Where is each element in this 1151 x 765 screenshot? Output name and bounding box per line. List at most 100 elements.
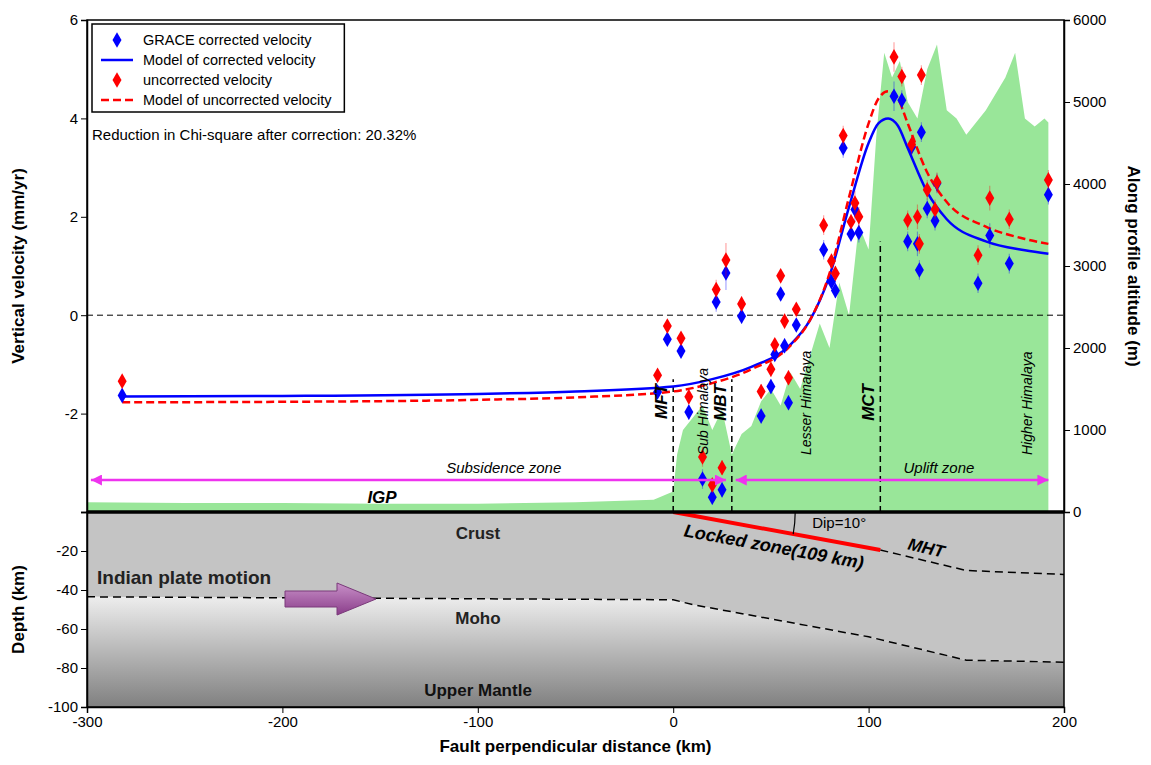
y2-tick: 4000 [1064, 175, 1106, 192]
legend-marker [113, 72, 122, 88]
region-label: Sub Himalaya [695, 368, 711, 455]
data-point [819, 217, 828, 233]
y-tick-mark [81, 20, 87, 21]
y2-tick-label: 0 [1073, 503, 1081, 520]
y-tick: 6 [70, 11, 87, 28]
data-point [653, 367, 662, 383]
depth-tick: -40 [56, 581, 87, 598]
y2-tick-label: 5000 [1073, 93, 1106, 110]
y2-axis: 0 1000 2000 3000 4000 5000 6000 [1064, 11, 1106, 520]
data-point [784, 370, 793, 386]
y-tick-label: 2 [70, 208, 78, 225]
data-point [712, 282, 721, 298]
plate-motion-label: Indian plate motion [97, 567, 271, 588]
data-point [985, 190, 994, 206]
y-tick-mark [81, 315, 87, 316]
data-point [663, 318, 672, 334]
y2-tick-label: 2000 [1073, 339, 1106, 356]
y-axis-title: Vertical velocity (mm/yr) [9, 168, 28, 364]
data-point [913, 209, 922, 225]
region-label: Lesser Himalaya [798, 351, 814, 455]
data-point [903, 212, 912, 228]
x-tick: -200 [268, 707, 298, 730]
data-point [831, 283, 840, 299]
mantle-layer [87, 597, 1064, 707]
chart-svg: Subsidence zoneUplift zoneIGPMFTMBTMCTSu… [0, 0, 1151, 765]
data-point [118, 388, 127, 404]
crust-label: Crust [456, 524, 501, 543]
data-point [831, 266, 840, 282]
x-tick: -100 [463, 707, 493, 730]
y-tick-label: 0 [70, 307, 78, 324]
data-point [770, 337, 779, 353]
x-tick-label: 200 [1052, 713, 1077, 730]
depth-axis-line [81, 513, 88, 708]
data-point [766, 362, 775, 378]
y2-tick-mark [1064, 102, 1070, 103]
y-tick: 2 [70, 208, 87, 225]
scatter-series [118, 82, 1053, 506]
y-tick: 0 [70, 307, 87, 324]
data-point [718, 482, 727, 498]
y-axis-line [81, 21, 88, 513]
plot-frame-bottom [87, 512, 1064, 707]
data-point [847, 214, 856, 230]
x-tick-label: 0 [670, 713, 678, 730]
fault-label: MCT [859, 382, 878, 420]
legend-box [92, 24, 344, 112]
data-point [827, 253, 836, 269]
data-point [974, 247, 983, 263]
depth-tick-mark [81, 668, 87, 669]
y2-tick-label: 6000 [1073, 11, 1106, 28]
fault-line [880, 241, 882, 512]
data-point [663, 332, 672, 348]
y-tick-label: 4 [70, 110, 78, 127]
data-point [792, 317, 801, 333]
data-point [684, 389, 693, 405]
legend-entry: Model of corrected velocity [101, 52, 316, 68]
data-point [932, 176, 941, 192]
y2-tick: 2000 [1064, 339, 1106, 356]
y2-axis-title: Along profile altitude (m) [1124, 165, 1143, 366]
data-point [923, 182, 932, 198]
x-tick: 100 [857, 707, 882, 730]
data-point [780, 313, 789, 329]
background [0, 0, 1151, 765]
y2-tick: 6000 [1064, 11, 1106, 28]
zone-arrow [736, 479, 1049, 482]
legend-entry: Model of uncorrected velocity [101, 92, 332, 108]
data-point [897, 69, 906, 85]
data-point [917, 124, 926, 140]
legend-entry: uncorrected velocity [113, 72, 273, 88]
y-tick-label: -2 [65, 405, 78, 422]
data-point [757, 384, 766, 400]
data-point [684, 404, 693, 420]
legend-entry: GRACE corrected velocity [113, 32, 313, 48]
data-point [903, 234, 912, 250]
legend-line [101, 99, 133, 102]
data-point [917, 67, 926, 83]
y-axis: -2 0 2 4 6 [65, 11, 88, 512]
data-point [118, 373, 127, 389]
y-tick: -2 [65, 405, 87, 422]
data-point [718, 460, 727, 476]
y-tick-label: 6 [70, 11, 78, 28]
depth-tick: -80 [56, 659, 87, 676]
data-point [776, 286, 785, 302]
depth-axis: -20-40-60-80-100 [48, 513, 88, 716]
data-point [890, 88, 899, 104]
data-point [850, 195, 859, 211]
x-axis: -300-200-1000100200 [72, 707, 1077, 730]
data-point [985, 228, 994, 244]
y2-tick-mark [1064, 184, 1070, 185]
y2-tick: 1000 [1064, 421, 1106, 438]
data-point [766, 379, 775, 395]
y2-tick-label: 3000 [1073, 257, 1106, 274]
data-point [932, 175, 941, 191]
plot-area-bottom [87, 512, 1064, 707]
annotation: Reduction in Chi-square after correction… [92, 126, 416, 143]
x-tick: 0 [670, 707, 678, 730]
zone-sub-label: IGP [367, 488, 397, 507]
depth-tick-label: -60 [56, 620, 78, 637]
depth-axis-title: Depth (km) [9, 565, 28, 654]
